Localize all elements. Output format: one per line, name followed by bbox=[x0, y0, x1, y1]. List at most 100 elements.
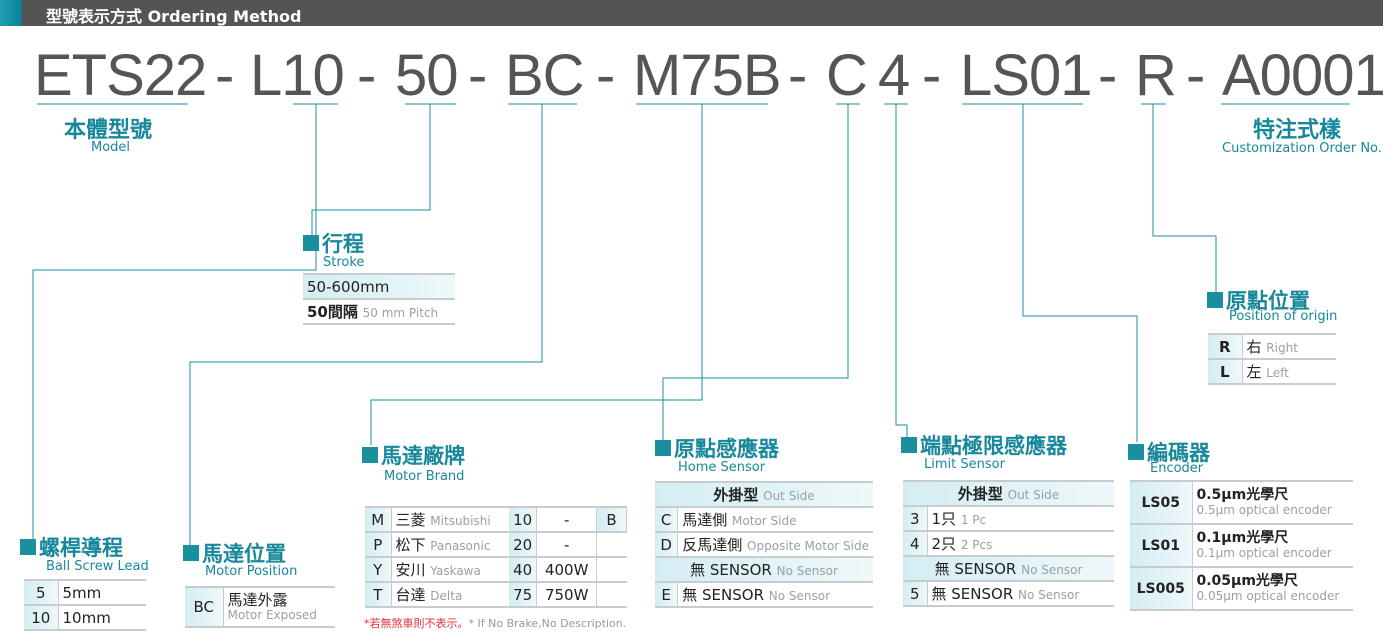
origin-option-en: Left bbox=[1266, 366, 1289, 380]
motorpos-en: Motor Exposed bbox=[227, 607, 317, 622]
brand-code: T bbox=[365, 581, 392, 608]
custom-title: 特注式樣 bbox=[1253, 118, 1342, 143]
limit-code: 5 bbox=[903, 580, 928, 607]
code-dash: - bbox=[357, 43, 376, 108]
limit-subtitle: Limit Sensor bbox=[924, 457, 1005, 472]
encoder-code: LS05 bbox=[1130, 480, 1193, 525]
limit-option-zh: 無 SENSOR bbox=[931, 585, 1014, 603]
stroke-title-text: 行程 bbox=[322, 232, 364, 256]
limit-group-outside: 外掛型 Out Side bbox=[903, 480, 1114, 507]
code-dash: - bbox=[788, 43, 807, 108]
code-dash: - bbox=[1186, 43, 1205, 108]
note-zh: *若無煞車則不表示。 bbox=[364, 617, 469, 630]
header-accent bbox=[0, 0, 22, 26]
table-row: 外掛型 Out Side bbox=[655, 481, 873, 508]
origin-option-zh: 左 bbox=[1246, 363, 1262, 381]
limit-option: 2只 2 Pcs bbox=[927, 530, 1114, 557]
lead-code: 10 bbox=[24, 604, 59, 631]
brand-title-text: 馬達廠牌 bbox=[381, 444, 465, 468]
stroke-title: 行程 bbox=[303, 228, 364, 258]
origin-title: 原點位置 bbox=[1207, 285, 1310, 315]
origin-option-zh: 右 bbox=[1246, 338, 1262, 356]
home-option-en: No Sensor bbox=[768, 589, 831, 603]
code-dash: - bbox=[468, 43, 487, 108]
brand-name-zh: 安川 bbox=[395, 561, 426, 579]
code-dash: - bbox=[215, 43, 234, 108]
home-option: 無 SENSOR No Sensor bbox=[677, 581, 873, 608]
code-dash: - bbox=[922, 43, 941, 108]
group-zh: 外掛型 bbox=[957, 485, 1003, 503]
code-lead: L10 bbox=[250, 43, 345, 108]
home-title-text: 原點感應器 bbox=[674, 437, 779, 461]
limit-option-en: No Sensor bbox=[1018, 588, 1080, 602]
power-value: 400W bbox=[536, 556, 597, 583]
encoder-zh: 0.5μm光學尺 bbox=[1196, 487, 1289, 504]
brand-name: 三菱 Mitsubishi bbox=[391, 506, 509, 533]
lead-subtitle: Ball Screw Lead bbox=[46, 559, 149, 574]
brand-name-zh: 台達 bbox=[395, 586, 426, 604]
motorpos-code: BC bbox=[185, 586, 224, 628]
home-option: 反馬達側 Opposite Motor Side bbox=[677, 531, 873, 558]
table-row: 4 2只 2 Pcs bbox=[903, 530, 1114, 557]
home-option-zh: 無 SENSOR bbox=[682, 586, 764, 604]
bullet-icon bbox=[303, 235, 319, 251]
group-zh: 無 SENSOR bbox=[934, 560, 1017, 578]
stroke-pitch: 50間隔 50 mm Pitch bbox=[303, 298, 455, 325]
table-row: LS005 0.05μm光學尺 0.05μm optical encoder bbox=[1130, 566, 1353, 611]
table-row: 50-600mm bbox=[303, 273, 455, 300]
home-code: C bbox=[655, 506, 679, 533]
table-row: M 三菱 Mitsubishi 10- B bbox=[365, 506, 627, 533]
brand-name-zh: 松下 bbox=[395, 536, 426, 554]
bullet-icon bbox=[183, 545, 199, 561]
limit-group-none: 無 SENSOR No Sensor bbox=[903, 555, 1114, 582]
code-limit-sensor: 4 bbox=[878, 43, 910, 108]
limit-option: 無 SENSOR No Sensor bbox=[927, 580, 1114, 607]
table-row: C 馬達側 Motor Side bbox=[655, 506, 873, 533]
table-row: 10 10mm bbox=[24, 604, 146, 631]
brand-code: Y bbox=[365, 556, 392, 583]
power-value: 750W bbox=[536, 581, 597, 608]
home-table: 外掛型 Out Side C 馬達側 Motor Side D 反馬達側 Opposit… bbox=[655, 481, 873, 608]
limit-code: 4 bbox=[903, 530, 928, 557]
encoder-en: 0.5μm optical encoder bbox=[1196, 502, 1332, 517]
group-zh: 無 SENSOR bbox=[690, 561, 772, 579]
origin-code: L bbox=[1208, 358, 1243, 385]
origin-subtitle: Position of origin bbox=[1229, 309, 1338, 324]
power-code: 20 bbox=[508, 531, 538, 558]
brake-code: B bbox=[596, 506, 627, 533]
motorpos-subtitle: Motor Position bbox=[205, 564, 298, 579]
lead-value: 5mm bbox=[58, 579, 146, 606]
group-zh: 外掛型 bbox=[713, 486, 759, 504]
motorpos-table: BC 馬達外露 Motor Exposed bbox=[185, 586, 335, 628]
lead-title: 螺桿導程 bbox=[20, 532, 123, 562]
encoder-zh: 0.1μm光學尺 bbox=[1196, 530, 1289, 547]
model-subtitle: Model bbox=[91, 140, 131, 155]
encoder-table: LS05 0.5μm光學尺 0.5μm optical encoder LS01 0.1… bbox=[1130, 480, 1353, 611]
code-custom: A0001 bbox=[1222, 43, 1386, 108]
section-header: 型號表示方式 Ordering Method bbox=[0, 0, 1383, 26]
brake-empty bbox=[596, 556, 627, 583]
stroke-range: 50-600mm bbox=[303, 273, 455, 300]
encoder-en: 0.05μm optical encoder bbox=[1196, 588, 1340, 603]
pitch-zh: 50間隔 bbox=[307, 303, 358, 321]
brand-title: 馬達廠牌 bbox=[362, 440, 465, 470]
brand-code: P bbox=[365, 531, 392, 558]
table-row: 50間隔 50 mm Pitch bbox=[303, 298, 455, 325]
bullet-icon bbox=[901, 437, 917, 453]
table-row: 3 1只 1 Pc bbox=[903, 505, 1114, 532]
origin-title-text: 原點位置 bbox=[1226, 289, 1310, 313]
bullet-icon bbox=[1128, 444, 1144, 460]
code-dash: - bbox=[1098, 43, 1117, 108]
power-code: 75 bbox=[508, 581, 538, 608]
home-code: D bbox=[655, 531, 679, 558]
encoder-zh: 0.05μm光學尺 bbox=[1196, 573, 1298, 590]
brand-note: *若無煞車則不表示。* If No Brake,No Description. bbox=[364, 615, 626, 631]
lead-table: 5 5mm 10 10mm bbox=[24, 579, 146, 631]
brand-name: 松下 Panasonic bbox=[391, 531, 509, 558]
code-encoder: LS01 bbox=[960, 43, 1092, 108]
table-row: 無 SENSOR No Sensor bbox=[903, 555, 1114, 582]
